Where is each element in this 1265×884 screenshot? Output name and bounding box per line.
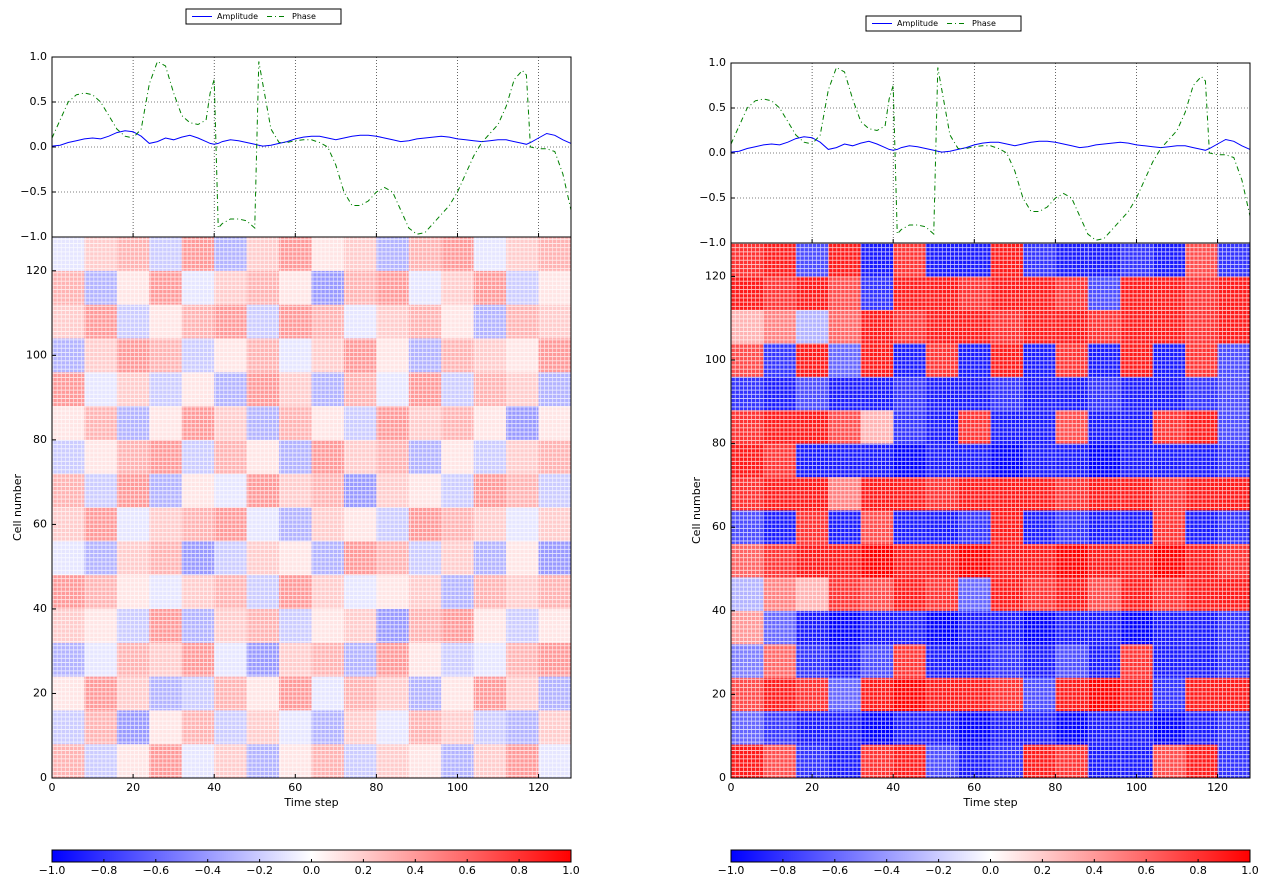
y-tick-label: 120 [26,264,47,277]
x-tick-label: 120 [528,781,549,794]
x-tick-label: 60 [967,781,981,794]
colorbar-tick-label: 0.8 [510,864,528,877]
y-tick-label: 60 [712,520,726,533]
y-tick-label: 120 [705,269,726,282]
x-tick-label: 0 [49,781,56,794]
legend-label: Phase [292,12,316,21]
colorbar-tick-label: −0.6 [142,864,169,877]
colorbar-tick-label: 0.4 [1086,864,1104,877]
x-tick-label: 100 [447,781,468,794]
x-tick-label: 80 [1048,781,1062,794]
y-tick-label: 80 [33,433,47,446]
colorbar-tick-label: 0.0 [303,864,321,877]
colorbar-tick-label: −0.4 [194,864,221,877]
colorbar-tick-label: 0.6 [458,864,476,877]
y-tick-label: 1.0 [30,50,48,63]
legend-box [185,8,342,25]
colorbar-tick-label: 0.2 [355,864,373,877]
legend-label: Phase [972,19,996,28]
y-tick-label: 100 [26,348,47,361]
x-tick-label: 20 [126,781,140,794]
plot-frame [51,236,572,779]
x-tick-label: 120 [1207,781,1228,794]
x-tick-label: 0 [728,781,735,794]
legend-box [865,15,1022,32]
colorbar-tick-label: −1.0 [718,864,745,877]
y-tick-label: 20 [712,687,726,700]
series-line [730,136,1251,153]
colorbar-tick-label: −0.2 [246,864,273,877]
colorbar-tick-label: −0.2 [925,864,952,877]
cell-texture [731,243,1250,778]
colorbar-tick-label: −0.6 [821,864,848,877]
legend: Amplitude Phase [185,8,342,25]
y-tick-label: −1.0 [20,230,47,243]
y-tick-label: 0.0 [30,140,48,153]
y-tick-label: 0 [719,771,726,784]
y-tick-label: 0.5 [30,95,48,108]
legend-label: Amplitude [897,19,938,28]
x-tick-label: 20 [805,781,819,794]
y-tick-label: 0.0 [709,146,727,159]
x-tick-label: 40 [886,781,900,794]
colorbar-tick-label: −0.8 [91,864,118,877]
colorbar-tick-label: 1.0 [562,864,580,877]
colorbar-tick-label: 0.8 [1189,864,1207,877]
x-axis-label: Time step [962,796,1017,809]
x-axis-label: Time step [283,796,338,809]
y-tick-label: 0 [40,771,47,784]
y-tick-label: 0.5 [709,101,727,114]
colorbar-tick-label: 0.4 [407,864,425,877]
cell-texture [52,237,571,778]
y-tick-label: −0.5 [20,185,47,198]
series-line [730,66,1251,241]
y-tick-label: −1.0 [699,236,726,249]
colorbar-tick-label: 0.0 [982,864,1000,877]
y-axis-label: Cell number [690,477,703,544]
plot-frame [730,242,1251,779]
y-tick-label: 100 [705,353,726,366]
legend: Amplitude Phase [865,15,1022,32]
y-tick-label: 60 [33,517,47,530]
y-axis-label: Cell number [11,474,24,541]
colorbar-tick-label: 0.6 [1137,864,1155,877]
y-tick-label: 1.0 [709,56,727,69]
colorbar-tick-label: −0.8 [770,864,797,877]
legend-label: Amplitude [217,12,258,21]
x-tick-label: 60 [288,781,302,794]
colorbar-tick-label: −0.4 [873,864,900,877]
series-line [51,130,572,147]
y-tick-label: −0.5 [699,191,726,204]
y-tick-label: 20 [33,686,47,699]
x-tick-label: 100 [1126,781,1147,794]
colorbar-tick-label: 0.2 [1034,864,1052,877]
x-tick-label: 80 [369,781,383,794]
y-tick-label: 80 [712,437,726,450]
x-tick-label: 40 [207,781,221,794]
colorbar-tick-label: 1.0 [1241,864,1259,877]
series-line [51,60,572,235]
colorbar-tick-label: −1.0 [39,864,66,877]
y-tick-label: 40 [712,604,726,617]
y-tick-label: 40 [33,602,47,615]
